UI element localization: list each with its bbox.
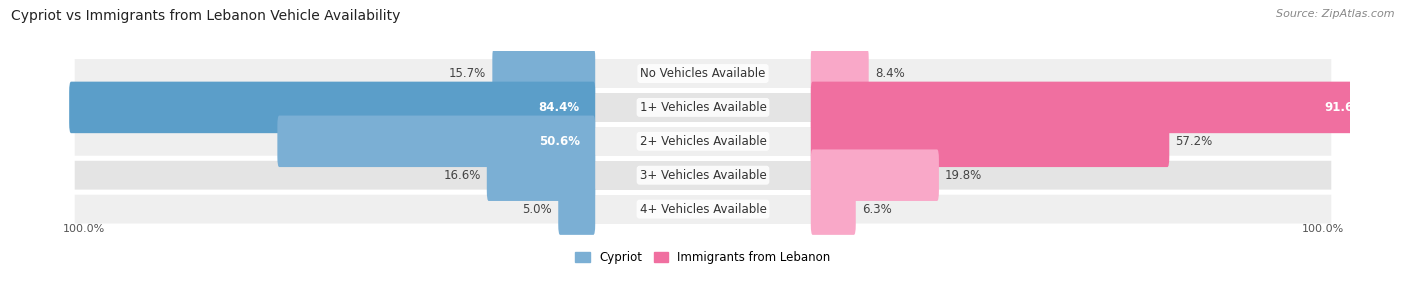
FancyBboxPatch shape — [69, 82, 595, 133]
Text: 100.0%: 100.0% — [62, 223, 104, 233]
FancyBboxPatch shape — [811, 183, 856, 235]
Text: 8.4%: 8.4% — [875, 67, 904, 80]
Text: 19.8%: 19.8% — [945, 169, 983, 182]
Bar — [592, 161, 814, 190]
Text: No Vehicles Available: No Vehicles Available — [640, 67, 766, 80]
Text: Source: ZipAtlas.com: Source: ZipAtlas.com — [1277, 9, 1395, 19]
Text: 84.4%: 84.4% — [538, 101, 579, 114]
FancyBboxPatch shape — [75, 195, 592, 223]
Text: 3+ Vehicles Available: 3+ Vehicles Available — [640, 169, 766, 182]
Text: 2+ Vehicles Available: 2+ Vehicles Available — [640, 135, 766, 148]
FancyBboxPatch shape — [486, 150, 595, 201]
Text: 6.3%: 6.3% — [862, 202, 891, 216]
Legend: Cypriot, Immigrants from Lebanon: Cypriot, Immigrants from Lebanon — [571, 247, 835, 269]
Text: 50.6%: 50.6% — [538, 135, 579, 148]
Text: 4+ Vehicles Available: 4+ Vehicles Available — [640, 202, 766, 216]
Text: 5.0%: 5.0% — [523, 202, 553, 216]
Text: Cypriot vs Immigrants from Lebanon Vehicle Availability: Cypriot vs Immigrants from Lebanon Vehic… — [11, 9, 401, 23]
FancyBboxPatch shape — [814, 127, 1331, 156]
FancyBboxPatch shape — [492, 48, 595, 99]
FancyBboxPatch shape — [811, 82, 1381, 133]
Bar — [592, 59, 814, 88]
Text: 16.6%: 16.6% — [443, 169, 481, 182]
FancyBboxPatch shape — [558, 183, 595, 235]
FancyBboxPatch shape — [75, 161, 592, 190]
Bar — [592, 195, 814, 223]
Bar — [592, 93, 814, 122]
FancyBboxPatch shape — [277, 116, 595, 167]
FancyBboxPatch shape — [814, 161, 1331, 190]
Text: 100.0%: 100.0% — [1302, 223, 1344, 233]
Text: 1+ Vehicles Available: 1+ Vehicles Available — [640, 101, 766, 114]
FancyBboxPatch shape — [75, 127, 592, 156]
FancyBboxPatch shape — [811, 48, 869, 99]
Text: 91.6%: 91.6% — [1324, 101, 1365, 114]
FancyBboxPatch shape — [811, 150, 939, 201]
Text: 57.2%: 57.2% — [1175, 135, 1213, 148]
FancyBboxPatch shape — [814, 195, 1331, 223]
Bar — [592, 127, 814, 156]
FancyBboxPatch shape — [75, 59, 592, 88]
FancyBboxPatch shape — [814, 93, 1331, 122]
FancyBboxPatch shape — [75, 93, 592, 122]
FancyBboxPatch shape — [811, 116, 1170, 167]
Text: 15.7%: 15.7% — [449, 67, 486, 80]
FancyBboxPatch shape — [814, 59, 1331, 88]
